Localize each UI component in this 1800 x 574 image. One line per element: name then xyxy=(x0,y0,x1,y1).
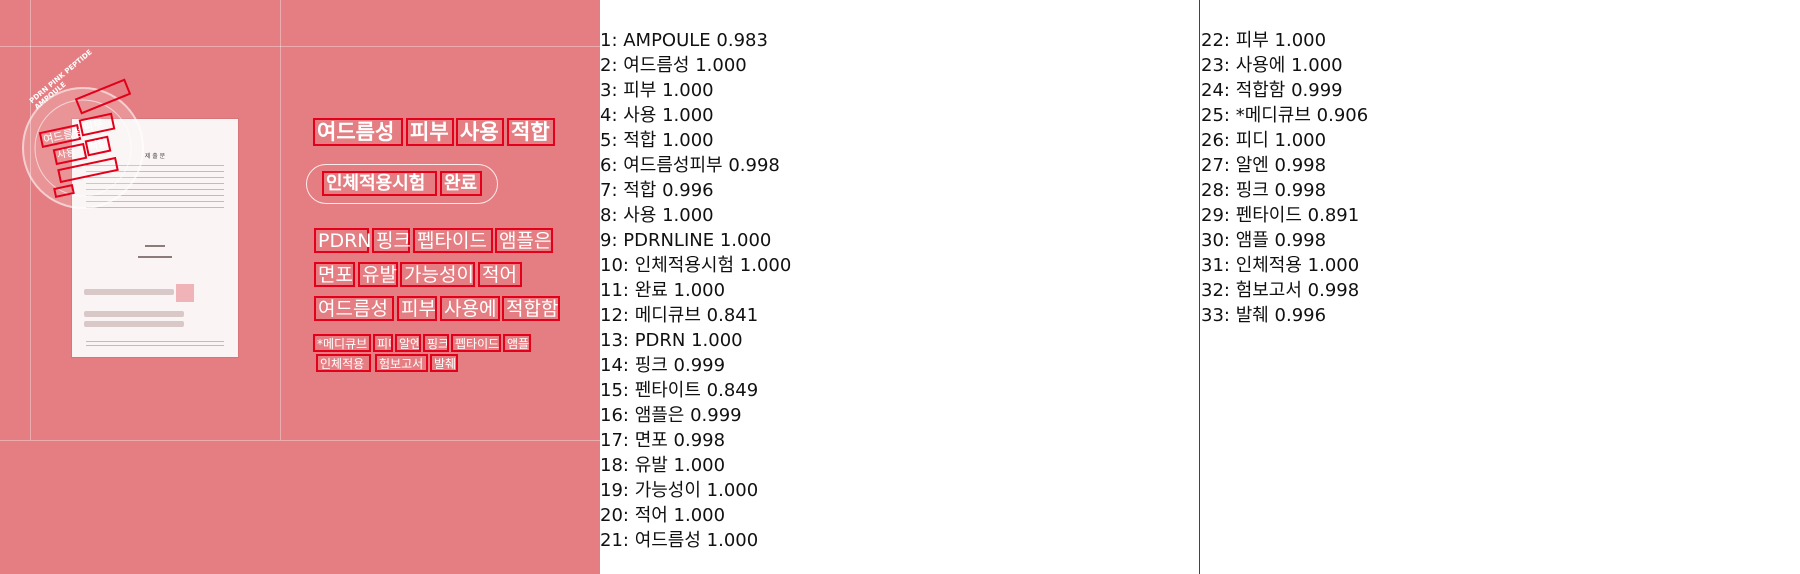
headline-word: 여드름성 xyxy=(313,118,403,146)
body-word: 앰플은 xyxy=(495,228,553,253)
body-word: 핑크 xyxy=(372,228,411,253)
body-word: 여드름성 xyxy=(314,296,394,321)
source-image-panel: 제 출 문 PDRN PINK PEPTIDE AMPOULE xyxy=(0,0,600,574)
body-word: 피부 xyxy=(397,296,437,321)
guide-line xyxy=(30,0,31,440)
document-title: 제 출 문 xyxy=(144,153,166,160)
result-row: 30: 앰플 0.998 xyxy=(1201,230,1327,251)
result-row: 2: 여드름성 1.000 xyxy=(600,55,747,76)
product-stamp: PDRN PINK PEPTIDE AMPOULE xyxy=(22,48,144,209)
body-word: 적어 xyxy=(478,262,522,287)
fine-print-word: 앰플 xyxy=(503,334,531,352)
fine-print-word: 인체적용 xyxy=(316,354,371,372)
result-row: 18: 유발 1.000 xyxy=(600,455,726,476)
body-word: 면포 xyxy=(314,262,355,287)
results-list-left: 1: AMPOULE 0.983 2: 여드름성 1.000 3: 피부 1.0… xyxy=(600,28,791,553)
guide-line xyxy=(0,440,600,441)
headline-word: 적합 xyxy=(507,118,555,146)
badge-word: 인체적용시험 xyxy=(322,171,437,196)
result-row: 28: 핑크 0.998 xyxy=(1201,180,1327,201)
text-line xyxy=(86,183,224,184)
guide-line xyxy=(0,46,600,47)
result-row: 9: PDRNLINE 1.000 xyxy=(600,230,772,251)
result-row: 1: AMPOULE 0.983 xyxy=(600,30,768,51)
results-list-right: 22: 피부 1.000 23: 사용에 1.000 24: 적합함 0.999… xyxy=(1201,28,1368,328)
badge-pill xyxy=(306,164,498,204)
result-row: 23: 사용에 1.000 xyxy=(1201,55,1343,76)
result-row: 3: 피부 1.000 xyxy=(600,80,714,101)
result-row: 8: 사용 1.000 xyxy=(600,205,714,226)
seal-mark xyxy=(176,284,194,302)
text-line xyxy=(86,177,224,178)
result-row: 25: *메디큐브 0.906 xyxy=(1201,105,1369,126)
body-word: 적합함 xyxy=(502,296,560,321)
result-row: 32: 험보고서 0.998 xyxy=(1201,280,1360,301)
redacted-text xyxy=(84,321,184,327)
result-row: 12: 메디큐브 0.841 xyxy=(600,305,759,326)
text-line xyxy=(86,165,224,166)
body-word: 사용에 xyxy=(440,296,500,321)
result-row: 19: 가능성이 1.000 xyxy=(600,480,759,501)
result-row: 26: 피디 1.000 xyxy=(1201,130,1327,151)
stamp-ring xyxy=(34,99,132,197)
column-divider xyxy=(1199,0,1200,574)
guide-line xyxy=(280,0,281,440)
text-line xyxy=(86,201,224,202)
redacted-text xyxy=(84,289,174,295)
fine-print-word: 피디 xyxy=(373,334,393,352)
result-row: 15: 펜타이트 0.849 xyxy=(600,380,759,401)
text-line xyxy=(86,189,224,190)
text-line xyxy=(86,345,224,346)
result-row: 17: 면포 0.998 xyxy=(600,430,726,451)
body-word: 유발 xyxy=(358,262,398,287)
fine-print-word: 알엔 xyxy=(395,334,421,352)
fine-print-word: 발췌 xyxy=(430,354,458,372)
result-row: 31: 인체적용 1.000 xyxy=(1201,255,1360,276)
headline-word: 사용 xyxy=(456,118,504,146)
result-row: 14: 핑크 0.999 xyxy=(600,355,726,376)
result-row: 10: 인체적용시험 1.000 xyxy=(600,255,792,276)
result-row: 20: 적어 1.000 xyxy=(600,505,726,526)
result-row: 5: 적합 1.000 xyxy=(600,130,714,151)
result-row: 7: 적합 0.996 xyxy=(600,180,714,201)
text-line xyxy=(145,245,165,247)
fine-print-word: 험보고서 xyxy=(375,354,428,372)
fine-print-word: *메디큐브 xyxy=(313,334,371,352)
result-row: 21: 여드름성 1.000 xyxy=(600,530,759,551)
result-row: 4: 사용 1.000 xyxy=(600,105,714,126)
body-word: PDRN xyxy=(314,228,372,253)
text-line xyxy=(86,207,224,208)
text-line xyxy=(86,195,224,196)
result-row: 27: 알엔 0.998 xyxy=(1201,155,1327,176)
result-row: 24: 적합함 0.999 xyxy=(1201,80,1343,101)
result-row: 16: 앰플은 0.999 xyxy=(600,405,742,426)
result-row: 33: 발췌 0.996 xyxy=(1201,305,1327,326)
headline-word: 피부 xyxy=(406,118,454,146)
result-row: 22: 피부 1.000 xyxy=(1201,30,1327,51)
fine-print-word: 핑크 xyxy=(423,334,449,352)
text-line xyxy=(138,256,172,258)
result-row: 11: 완료 1.000 xyxy=(600,280,726,301)
fine-print-word: 펩타이드 xyxy=(451,334,501,352)
text-line xyxy=(86,171,224,172)
body-word: 펩타이드 xyxy=(413,228,493,253)
result-row: 29: 펜타이드 0.891 xyxy=(1201,205,1360,226)
result-row: 13: PDRN 1.000 xyxy=(600,330,743,351)
body-word: 가능성이 xyxy=(400,262,475,287)
redacted-text xyxy=(84,311,184,317)
result-row: 6: 여드름성피부 0.998 xyxy=(600,155,780,176)
badge-word: 완료 xyxy=(440,171,482,196)
text-line xyxy=(86,341,224,342)
